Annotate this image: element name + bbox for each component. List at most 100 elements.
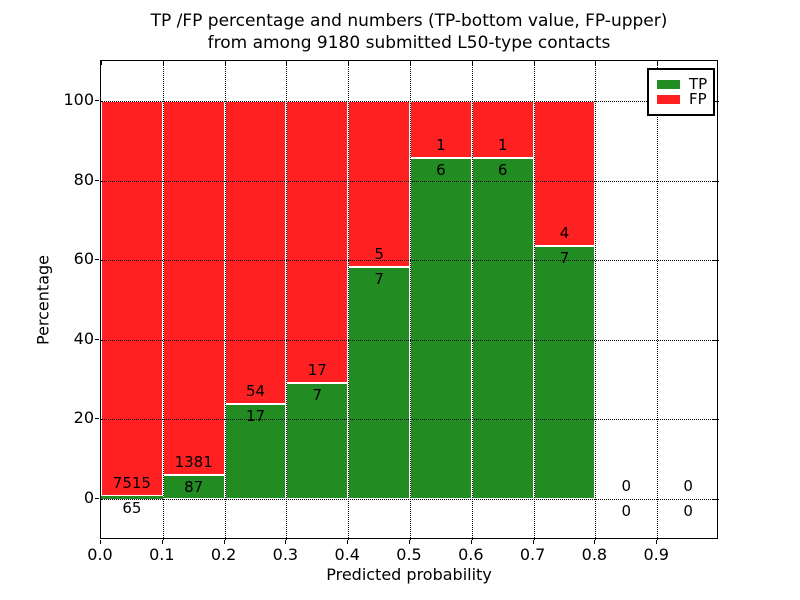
bar-tp-segment <box>410 157 472 499</box>
tick-mark <box>95 179 99 181</box>
plot-area: TP FP 7515 65 1381 87 54 17 17 7 5 7 1 6 1 6 4 7 0 0 0 0 <box>100 60 719 540</box>
tick-mark <box>533 61 535 65</box>
fp-count-label: 0 <box>683 477 693 495</box>
bar-fp-segment <box>101 101 163 496</box>
gridline-horizontal <box>101 180 719 182</box>
tick-mark <box>409 540 410 544</box>
tp-count-label: 7 <box>312 385 323 404</box>
gridline-horizontal <box>101 339 719 341</box>
fp-count-label: 1 <box>497 135 508 154</box>
fp-count-label: 1381 <box>174 453 213 472</box>
gridline-horizontal <box>101 260 719 262</box>
legend-label: TP <box>689 75 708 93</box>
bar-tp-segment <box>471 157 534 499</box>
tick-mark <box>713 339 717 341</box>
tick-mark <box>286 61 288 65</box>
gridline-vertical <box>162 61 164 540</box>
bar-tp-segment <box>533 245 596 499</box>
tp-count-label: 17 <box>245 406 266 425</box>
tick-mark <box>713 101 717 102</box>
fp-count-label: 4 <box>559 223 570 242</box>
x-tick-label: 0.7 <box>519 545 546 564</box>
fp-count-label: 7515 <box>112 473 151 492</box>
tick-mark <box>285 540 287 544</box>
x-tick-label: 0.2 <box>210 545 237 564</box>
tick-mark <box>224 61 226 65</box>
tp-count-label: 65 <box>122 498 142 517</box>
gridline-vertical <box>657 61 659 540</box>
fp-count-label: 17 <box>307 360 327 379</box>
tick-mark <box>471 61 473 65</box>
tick-mark <box>95 418 99 420</box>
y-tick-label: 100 <box>63 90 94 109</box>
bar-fp-segment <box>533 101 596 246</box>
tick-mark <box>95 498 99 499</box>
chart-title-line1: TP /FP percentage and numbers (TP-bottom… <box>150 11 668 31</box>
tp-count-label: 0 <box>683 502 693 520</box>
tick-mark <box>95 259 99 261</box>
tick-mark <box>470 540 472 544</box>
fp-count-label: 1 <box>436 135 446 154</box>
legend: TP FP <box>647 68 715 116</box>
gridline-horizontal <box>101 101 719 102</box>
legend-swatch-tp-icon <box>657 80 680 89</box>
tp-count-label: 87 <box>184 478 204 497</box>
tick-mark <box>656 540 658 544</box>
gridline-vertical <box>471 61 473 540</box>
fp-count-label: 0 <box>621 477 632 495</box>
tick-mark <box>410 61 411 65</box>
tick-mark <box>713 499 717 500</box>
x-tick-label: 0.8 <box>581 545 608 564</box>
bar-fp-segment <box>348 101 410 267</box>
gridline-vertical <box>348 61 350 540</box>
x-axis-label: Predicted probability <box>326 565 492 584</box>
legend-label: FP <box>689 90 707 108</box>
y-tick-label: 80 <box>73 169 94 189</box>
x-tick-label: 0.1 <box>149 545 175 564</box>
legend-item: TP <box>657 75 708 93</box>
tp-count-label: 0 <box>621 502 632 520</box>
gridline-horizontal <box>101 499 719 500</box>
y-tick-label: 60 <box>73 249 94 269</box>
bar-fp-segment <box>162 101 225 476</box>
bar-tp-segment <box>286 382 349 499</box>
x-tick-label: 0.0 <box>87 545 113 564</box>
x-tick-label: 0.4 <box>334 545 360 564</box>
tp-count-label: 7 <box>374 269 384 288</box>
tp-count-label: 6 <box>497 160 508 179</box>
bar-fp-segment <box>410 101 472 158</box>
fp-count-label: 5 <box>374 244 384 263</box>
bar-tp-segment <box>348 266 410 499</box>
tick-mark <box>532 540 534 544</box>
tick-mark <box>100 540 101 544</box>
bar-tp-segment <box>101 495 163 499</box>
fp-count-label: 54 <box>245 381 266 400</box>
tick-mark <box>713 260 717 262</box>
gridline-vertical <box>286 61 288 540</box>
legend-item: FP <box>657 90 707 108</box>
tick-mark <box>223 540 225 544</box>
tick-mark <box>347 540 349 544</box>
x-tick-label: 0.3 <box>272 545 299 564</box>
tick-mark <box>657 61 659 65</box>
bar-fp-segment <box>224 101 287 404</box>
tick-mark <box>595 61 597 65</box>
x-tick-label: 0.9 <box>643 545 669 564</box>
gridline-vertical <box>410 61 411 540</box>
gridline-horizontal <box>101 419 719 421</box>
gridline-vertical <box>533 61 535 540</box>
tp-count-label: 7 <box>559 248 570 267</box>
tick-mark <box>162 61 164 65</box>
chart-title-line2: from among 9180 submitted L50-type conta… <box>207 33 611 53</box>
tick-mark <box>594 540 596 544</box>
gridline-vertical <box>224 61 226 540</box>
gridline-vertical <box>595 61 597 540</box>
tick-mark <box>348 61 350 65</box>
x-tick-label: 0.6 <box>458 545 484 564</box>
y-tick-label: 40 <box>73 328 94 348</box>
tick-mark <box>95 100 99 101</box>
legend-swatch-fp-icon <box>657 95 680 104</box>
tick-mark <box>161 540 163 544</box>
y-tick-label: 20 <box>73 408 94 428</box>
